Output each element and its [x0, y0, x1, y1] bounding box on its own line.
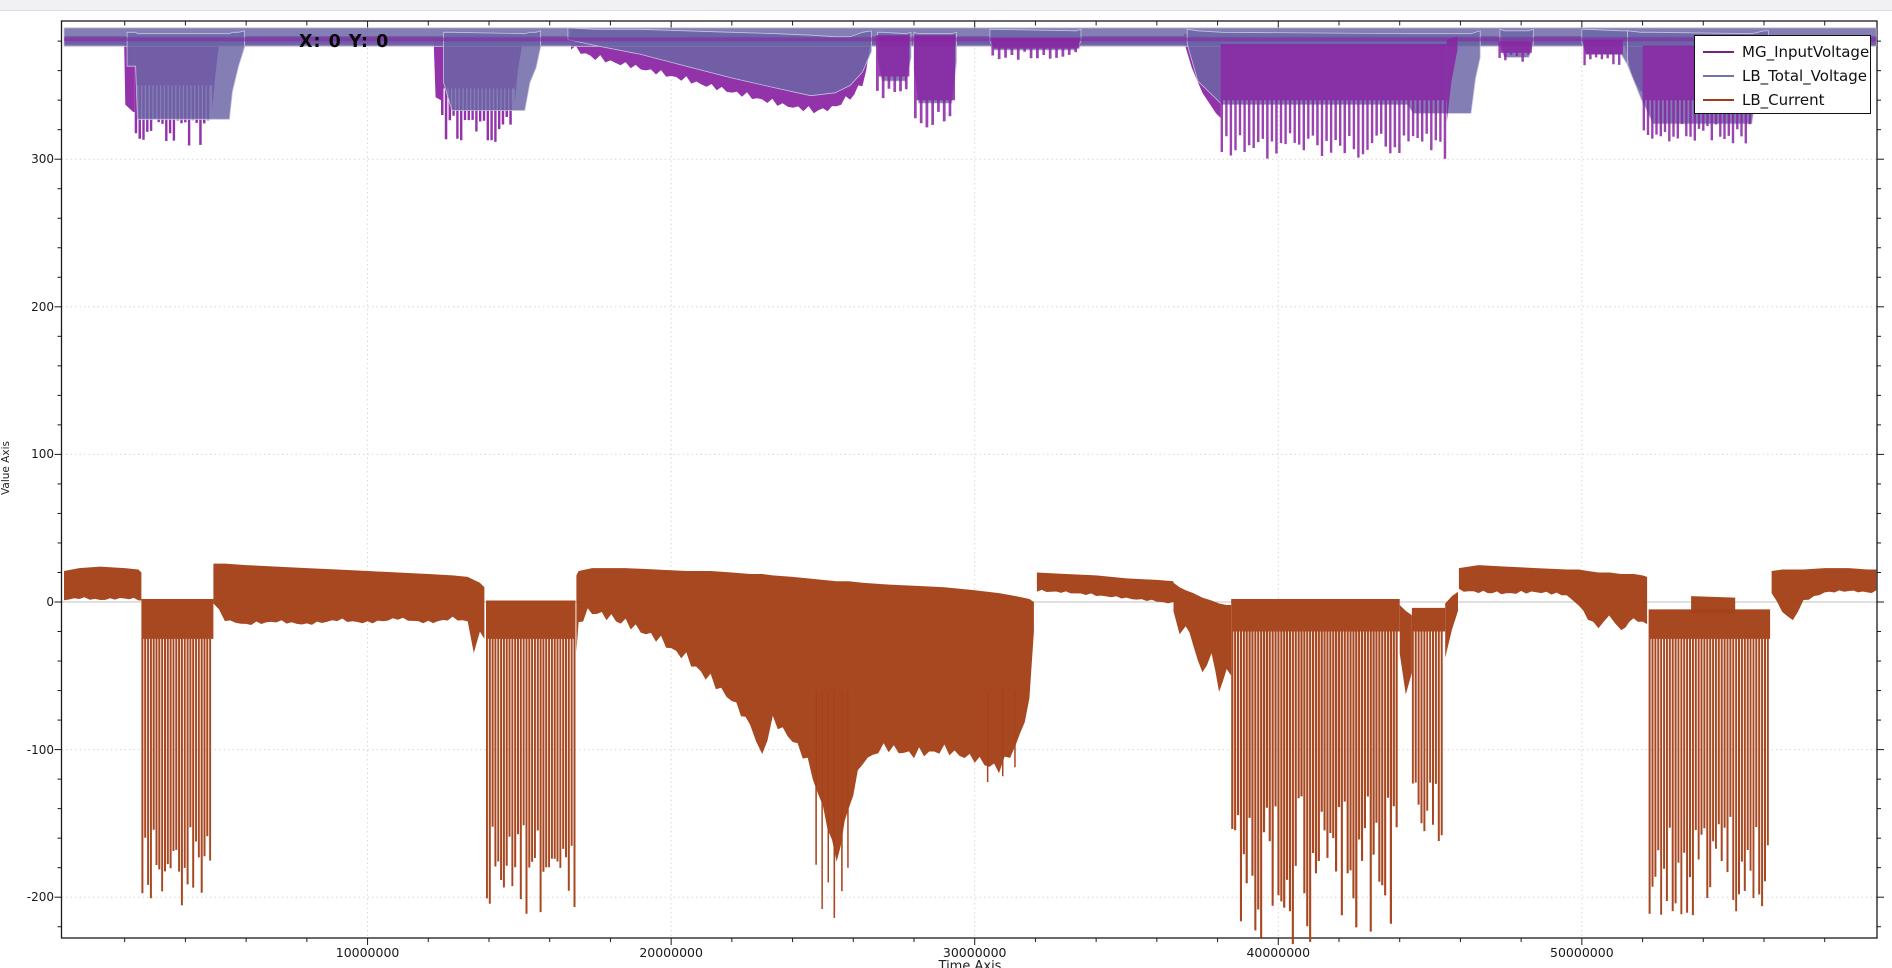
legend-entry-lb-current[interactable]: LB_Current	[1703, 88, 1870, 112]
series-LB_Current	[1458, 565, 1648, 631]
window-top-strip	[0, 0, 1892, 11]
x-tick-label-20000000: 20000000	[639, 945, 703, 960]
series-MG_InputVoltage_overlay	[914, 35, 955, 128]
y-tick-label-200: 200	[31, 299, 54, 314]
legend-line-icon-lb-current	[1703, 99, 1734, 101]
series-LB_Current	[486, 600, 576, 914]
legend-entry-lb-total-voltage[interactable]: LB_Total_Voltage	[1703, 64, 1870, 88]
x-axis-title: Time Axis	[938, 959, 1002, 968]
series-MG_InputVoltage_overlay	[1446, 36, 1458, 123]
series-LB_Current	[141, 599, 214, 906]
cursor-coordinate-readout: X: 0 Y: 0	[299, 32, 390, 52]
legend-entry-mg-inputvoltage[interactable]: MG_InputVoltage	[1703, 40, 1870, 64]
x-tick-label-50000000: 50000000	[1550, 945, 1614, 960]
series-MG_InputVoltage_base	[433, 36, 441, 101]
legend-label: MG_InputVoltage	[1742, 43, 1870, 61]
x-tick-label-30000000: 30000000	[942, 945, 1007, 960]
series-LB_Current	[1411, 607, 1446, 841]
y-tick-label-100: 100	[31, 447, 54, 462]
x-tick-label-40000000: 40000000	[1246, 945, 1311, 960]
legend[interactable]: MG_InputVoltage LB_Total_Voltage LB_Curr…	[1694, 35, 1871, 114]
y-tick-label--200: -200	[26, 890, 54, 905]
y-tick-label-0: 0	[46, 595, 54, 609]
series-MG_InputVoltage_overlay	[64, 37, 1877, 42]
series-MG_InputVoltage_overlay	[1220, 44, 1447, 159]
series-LB_Current	[1771, 568, 1877, 621]
legend-line-icon-lb-total-voltage	[1703, 75, 1734, 77]
series-MG_InputVoltage_overlay	[1583, 39, 1623, 66]
series-LB_Current	[1036, 572, 1174, 604]
series-LB_Current	[1691, 596, 1736, 614]
series-MG_InputVoltage_overlay	[876, 35, 910, 99]
series-LB_Current	[1399, 605, 1412, 695]
x-tick-label-10000000: 10000000	[335, 945, 400, 960]
series-MG_InputVoltage_overlay	[991, 38, 1080, 60]
series-LB_Total_Voltage	[126, 30, 245, 120]
legend-label: LB_Total_Voltage	[1742, 67, 1867, 85]
series-LB_Current	[213, 563, 485, 653]
series-LB_Total_Voltage	[567, 27, 872, 97]
series-LB_Current	[1648, 609, 1771, 916]
series-MG_InputVoltage_overlay	[1498, 41, 1532, 62]
y-axis-title: Value Axis	[0, 441, 12, 495]
series-LB_Current	[1231, 599, 1400, 945]
legend-line-icon-mg-inputvoltage	[1703, 51, 1734, 53]
series-LB_Current	[576, 568, 1034, 862]
series-LB_Current	[64, 566, 142, 601]
y-tick-label--100: -100	[26, 742, 54, 757]
y-tick-label-300: 300	[31, 152, 54, 167]
series-LB_Current	[1173, 582, 1232, 692]
series-LB_Total_Voltage	[443, 30, 541, 111]
legend-label: LB_Current	[1742, 91, 1825, 109]
series-LB_Current	[1445, 591, 1458, 658]
